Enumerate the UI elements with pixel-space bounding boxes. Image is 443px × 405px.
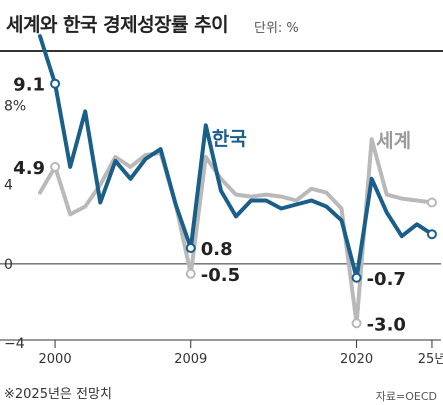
data-point-world	[185, 268, 196, 279]
y-tick-label: −4	[4, 336, 25, 352]
y-tick-label: 4	[4, 178, 13, 194]
data-point-world	[50, 161, 61, 172]
unit-label: 단위: %	[254, 21, 299, 36]
data-label-world: 4.9	[13, 158, 45, 179]
data-point-world	[351, 318, 362, 329]
x-tick-label: 2009	[174, 352, 207, 367]
data-label-world: 3.1	[442, 194, 443, 215]
data-label-korea: 1.5	[442, 225, 443, 246]
data-point-korea	[351, 272, 362, 283]
series-line-world	[38, 137, 434, 326]
title-divider	[0, 50, 443, 52]
source-label: 자료=OECD	[375, 390, 437, 403]
data-label-world: -0.5	[201, 265, 240, 286]
data-label-world: -3.0	[367, 314, 406, 335]
data-point-korea	[426, 229, 437, 240]
x-tick-label: 2000	[39, 352, 72, 367]
series-name-world: 세계	[376, 130, 411, 152]
data-label-korea: -0.7	[367, 269, 406, 290]
x-tick-label: 2020	[340, 352, 373, 367]
data-label-korea: 9.1	[13, 75, 45, 96]
forecast-note: ※2025년은 전망치	[4, 387, 112, 402]
data-point-korea	[185, 243, 196, 254]
y-tick-label: 0	[4, 257, 13, 273]
series-name-korea: 한국	[212, 128, 247, 150]
data-point-korea	[50, 78, 61, 89]
y-tick-label: 8%	[4, 99, 26, 115]
x-tick-label: 25년	[418, 352, 443, 367]
chart-title: 세계와 한국 경제성장률 추이	[6, 14, 229, 36]
series-line-korea	[38, 34, 434, 280]
data-point-world	[426, 197, 437, 208]
data-label-korea: 0.8	[201, 239, 233, 260]
